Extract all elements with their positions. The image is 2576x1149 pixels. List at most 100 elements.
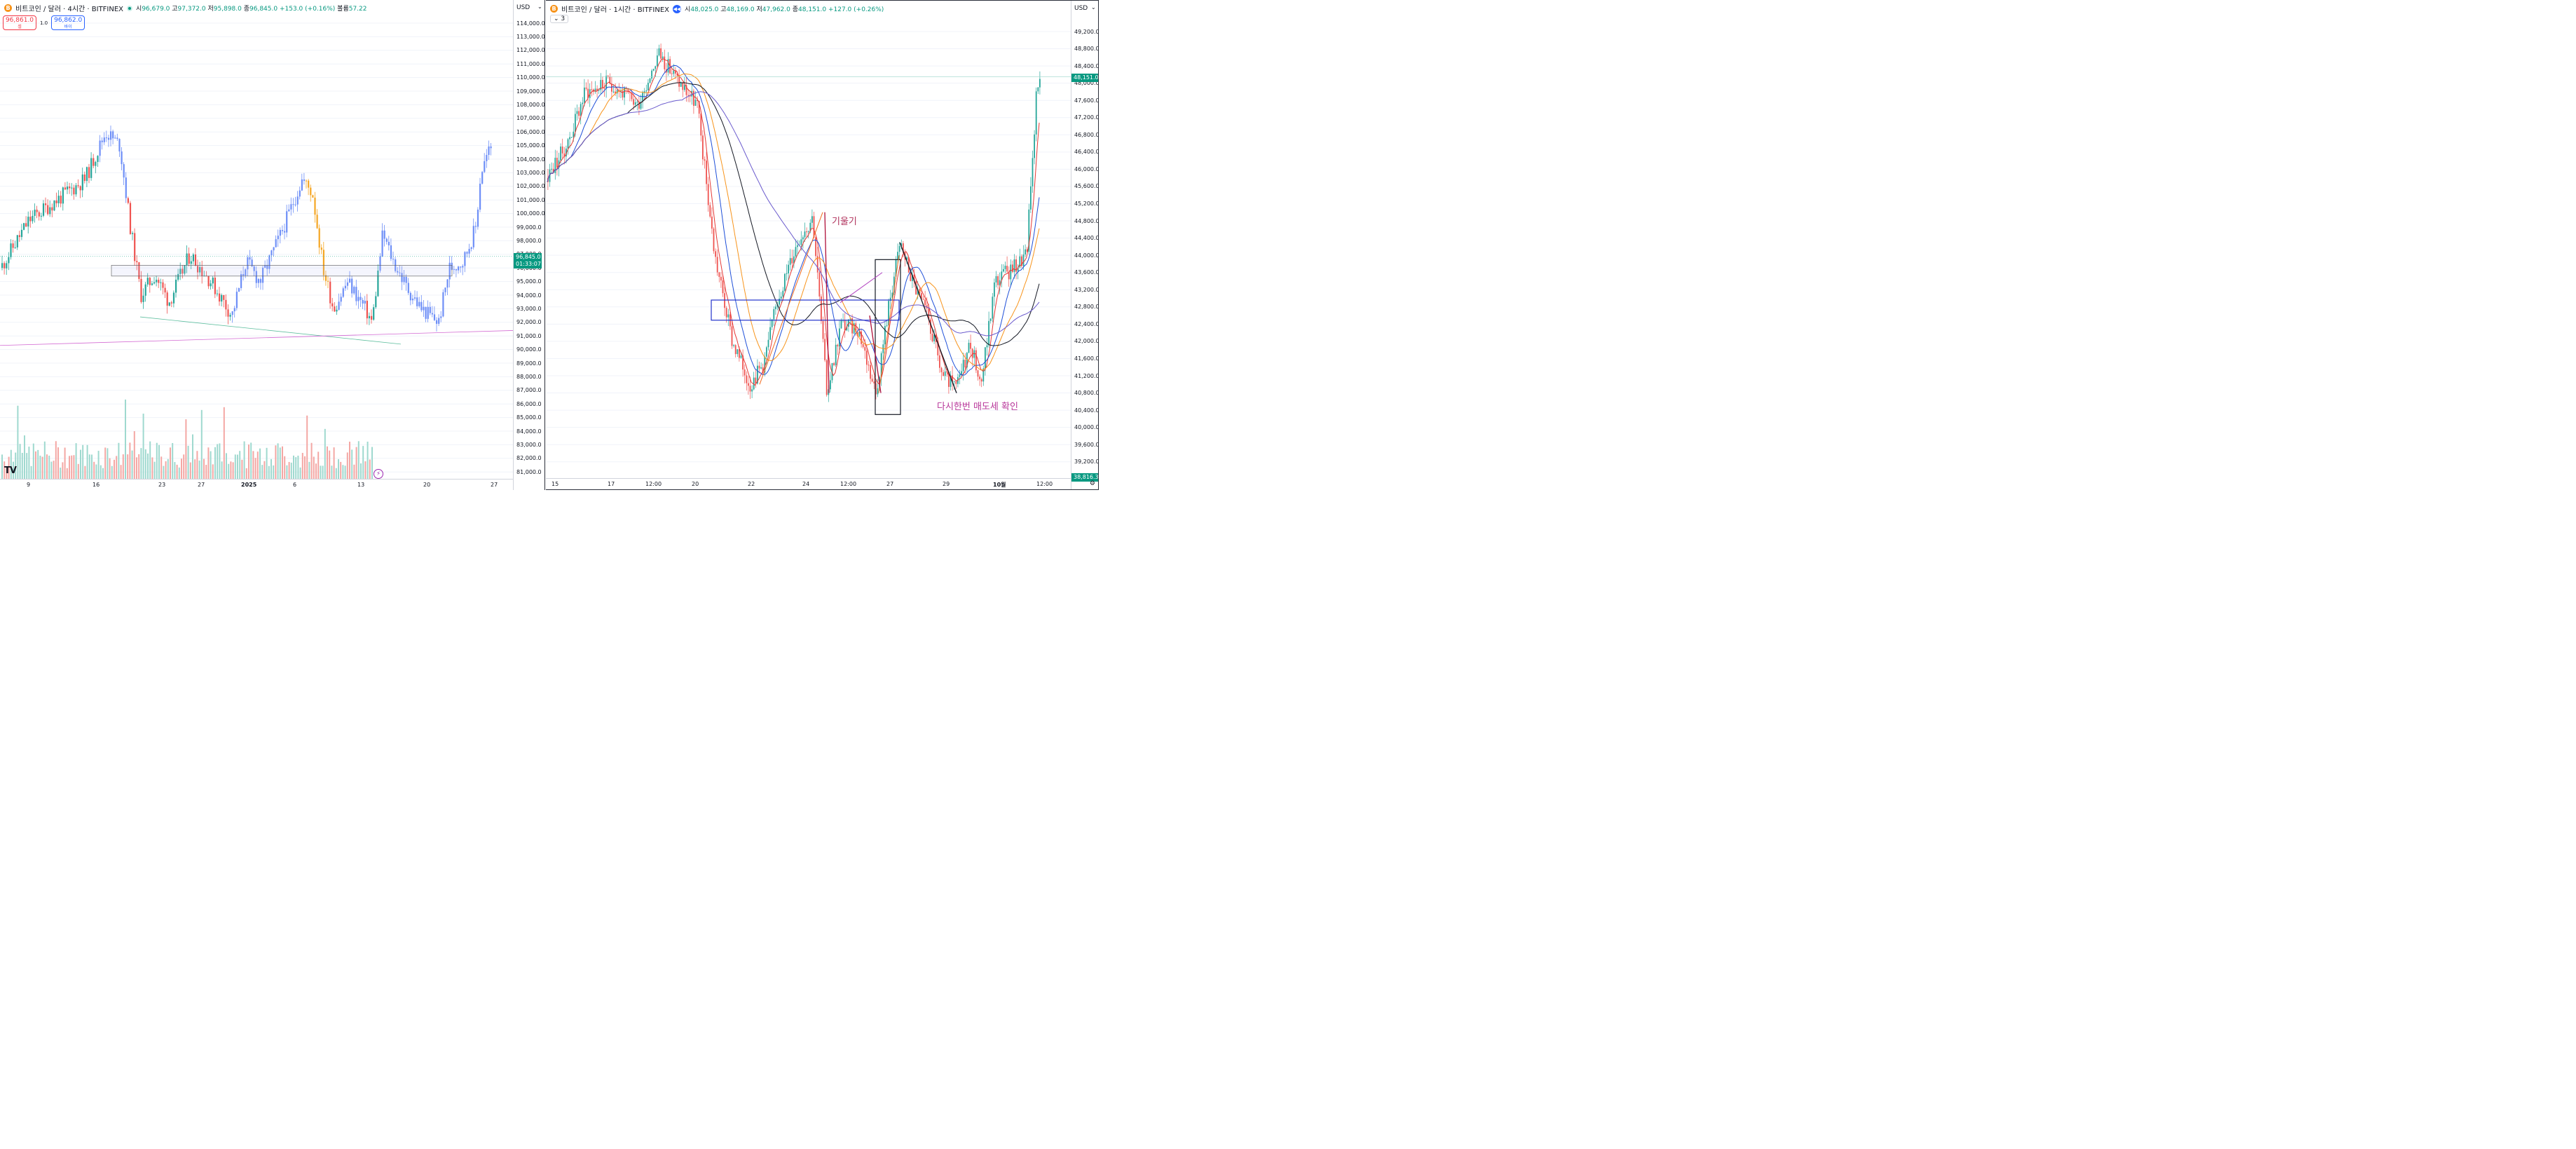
candle — [1028, 209, 1030, 252]
symbol-title[interactable]: 비트코인 / 달러 · 4시간 · BITFINEX — [15, 6, 124, 13]
candle — [627, 88, 629, 93]
candle — [924, 299, 926, 306]
candle — [414, 297, 416, 299]
candle — [212, 278, 214, 284]
candle — [25, 223, 27, 227]
support-zone-box — [711, 299, 900, 321]
candle — [551, 168, 552, 170]
candle — [767, 339, 769, 348]
sell-button[interactable]: 96,861.0 셀 — [3, 15, 36, 30]
candle — [873, 381, 875, 383]
candle — [634, 102, 636, 105]
currency-label[interactable]: USD — [516, 4, 530, 11]
volume-bar — [102, 468, 104, 479]
candle — [314, 197, 316, 215]
candle — [166, 292, 168, 306]
sell-pressure-annotation: 다시한번 매도세 확인 — [937, 402, 1018, 412]
volume-bar — [245, 468, 247, 479]
volume-bar — [80, 449, 81, 479]
candle — [973, 350, 975, 358]
candle — [718, 272, 720, 277]
candle — [1003, 268, 1004, 272]
candle — [136, 261, 138, 263]
right-chart-pane[interactable]: B 비트코인 / 달러 · 1시간 · BITFINEX ◀◀ 시48,025.… — [546, 0, 1099, 490]
candle — [223, 294, 225, 300]
volume-bar — [172, 442, 174, 479]
time-axis-label: 16 — [93, 482, 100, 488]
candle — [961, 371, 962, 375]
buy-button[interactable]: 96,862.0 바이 — [51, 15, 85, 30]
candle — [779, 299, 780, 305]
candle — [1012, 264, 1013, 272]
volume-bar — [6, 465, 8, 479]
candle — [242, 274, 245, 276]
candle — [125, 177, 127, 198]
candle — [980, 379, 982, 382]
candle — [67, 186, 69, 190]
candle — [680, 82, 682, 87]
candle — [731, 326, 733, 346]
candle — [324, 275, 327, 281]
settings-gear-icon[interactable]: ⚙ — [1089, 480, 1095, 487]
right-price-axis[interactable]: USD ⌄ 49,200.0 48,800.0 48,400.0 48,000.0 47… — [1071, 1, 1099, 489]
market-status-icon[interactable] — [127, 5, 133, 11]
left-legend: B 비트코인 / 달러 · 4시간 · BITFINEX 시96,679.0 고… — [4, 3, 367, 13]
candle — [886, 325, 888, 327]
currency-dropdown-icon[interactable]: ⌄ — [537, 4, 542, 10]
candle — [438, 318, 440, 324]
right-time-axis[interactable]: 15 17 12:00 20 22 24 12:00 27 29 10월 12:00 — [546, 478, 1071, 489]
indicators-toggle[interactable]: ⌄ 3 — [550, 15, 569, 23]
price-axis-label: 46,000.0 — [1074, 165, 1099, 172]
volume-bar — [28, 447, 30, 479]
volume-bar — [315, 463, 317, 479]
left-price-chart[interactable] — [0, 0, 513, 479]
volume-bar — [19, 444, 21, 479]
candle — [771, 319, 773, 327]
candle — [329, 281, 331, 304]
currency-label[interactable]: USD — [1074, 5, 1088, 12]
right-price-chart[interactable] — [546, 1, 1071, 480]
volume-bar — [149, 441, 151, 479]
candle — [342, 288, 344, 297]
candle — [584, 87, 585, 103]
candle — [955, 381, 957, 384]
candle — [97, 156, 99, 163]
candle — [409, 292, 411, 301]
candle — [560, 147, 561, 161]
candle — [418, 301, 420, 306]
candle — [338, 301, 340, 310]
candle — [53, 200, 55, 211]
currency-dropdown-icon[interactable]: ⌄ — [1091, 4, 1096, 11]
candle — [585, 87, 587, 89]
candle — [486, 155, 488, 161]
price-axis-label: 90,000.0 — [516, 346, 542, 353]
lightning-icon[interactable]: ⚡ — [374, 469, 383, 479]
price-axis-label: 98,000.0 — [516, 237, 542, 244]
tradingview-logo[interactable]: TV — [4, 465, 17, 476]
price-axis-label: 44,000.0 — [1074, 252, 1099, 259]
volume-bar — [30, 465, 32, 479]
price-axis-label: 113,000.0 — [516, 33, 545, 40]
candle — [446, 279, 448, 288]
candle — [649, 79, 651, 83]
left-price-axis[interactable]: USD ⌄ 114,000.0 113,000.0 112,000.0 111,000… — [513, 0, 545, 490]
candle — [1021, 256, 1022, 266]
symbol-title[interactable]: 비트코인 / 달러 · 1시간 · BITFINEX — [561, 6, 670, 14]
volume-bar — [320, 465, 322, 479]
candle — [320, 247, 322, 250]
candle — [893, 276, 895, 293]
focus-box — [875, 259, 901, 415]
candle — [944, 371, 946, 376]
volume-bar — [254, 458, 256, 479]
candle — [288, 209, 290, 212]
volume-bar — [342, 465, 344, 479]
candle — [99, 140, 101, 156]
rewind-icon[interactable]: ◀◀ — [673, 4, 682, 13]
candle — [286, 211, 288, 233]
candle — [281, 230, 284, 231]
volume-bar — [32, 443, 34, 479]
volume-bar — [95, 464, 97, 479]
left-time-axis[interactable]: 9 16 23 27 2025 6 13 20 27 — [0, 479, 513, 490]
left-chart-pane[interactable]: B 비트코인 / 달러 · 4시간 · BITFINEX 시96,679.0 고… — [0, 0, 545, 490]
volume-bar — [192, 434, 193, 479]
